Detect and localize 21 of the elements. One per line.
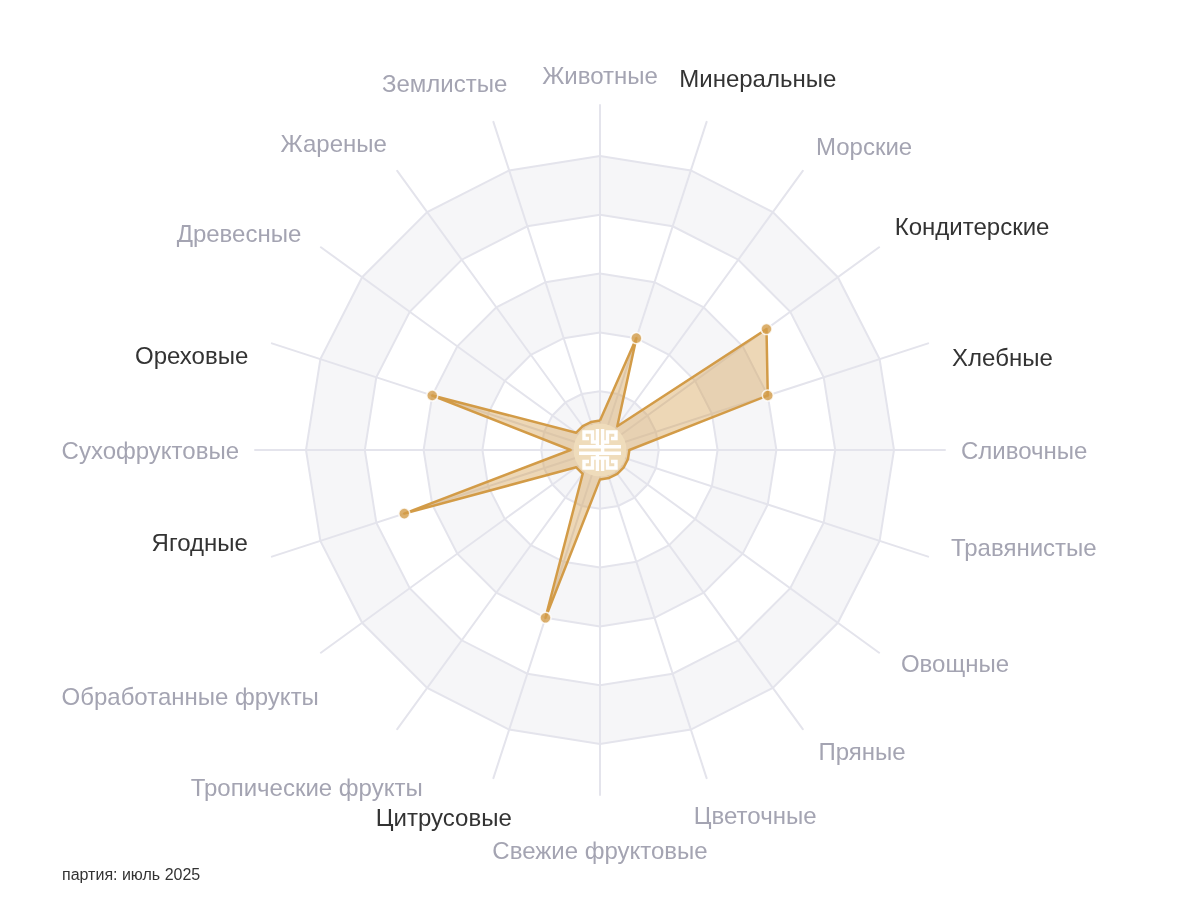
spoke-label: Пряные <box>818 738 906 766</box>
spoke-label: Сухофруктовые <box>61 436 239 464</box>
spoke-label: Свежие фруктовые <box>492 836 708 864</box>
spoke-label: Обработанные фрукты <box>61 682 319 710</box>
spoke-label: Травянистые <box>950 534 1097 562</box>
spoke-label: Цветочные <box>693 802 817 830</box>
spoke-label: Тропические фрукты <box>190 773 423 801</box>
spoke-label: Ягодные <box>151 528 248 556</box>
spoke-label: Жареные <box>280 130 387 158</box>
text: партия: июль 2025 <box>62 865 201 883</box>
spoke-label: Сливочные <box>961 436 1088 464</box>
spoke-label: Морские <box>815 132 913 160</box>
spoke-label: Кондитерские <box>894 212 1050 240</box>
spoke-label: Животные <box>542 62 658 90</box>
spoke-label: Древесные <box>176 219 302 247</box>
spoke-label: Овощные <box>900 649 1010 677</box>
spoke-label: Ореховые <box>134 342 249 370</box>
spoke-label: Цитрусовые <box>375 804 512 832</box>
spoke-label: Минеральные <box>679 64 837 92</box>
spoke-label: Землистые <box>381 70 508 98</box>
spoke-label: Хлебные <box>952 343 1053 371</box>
